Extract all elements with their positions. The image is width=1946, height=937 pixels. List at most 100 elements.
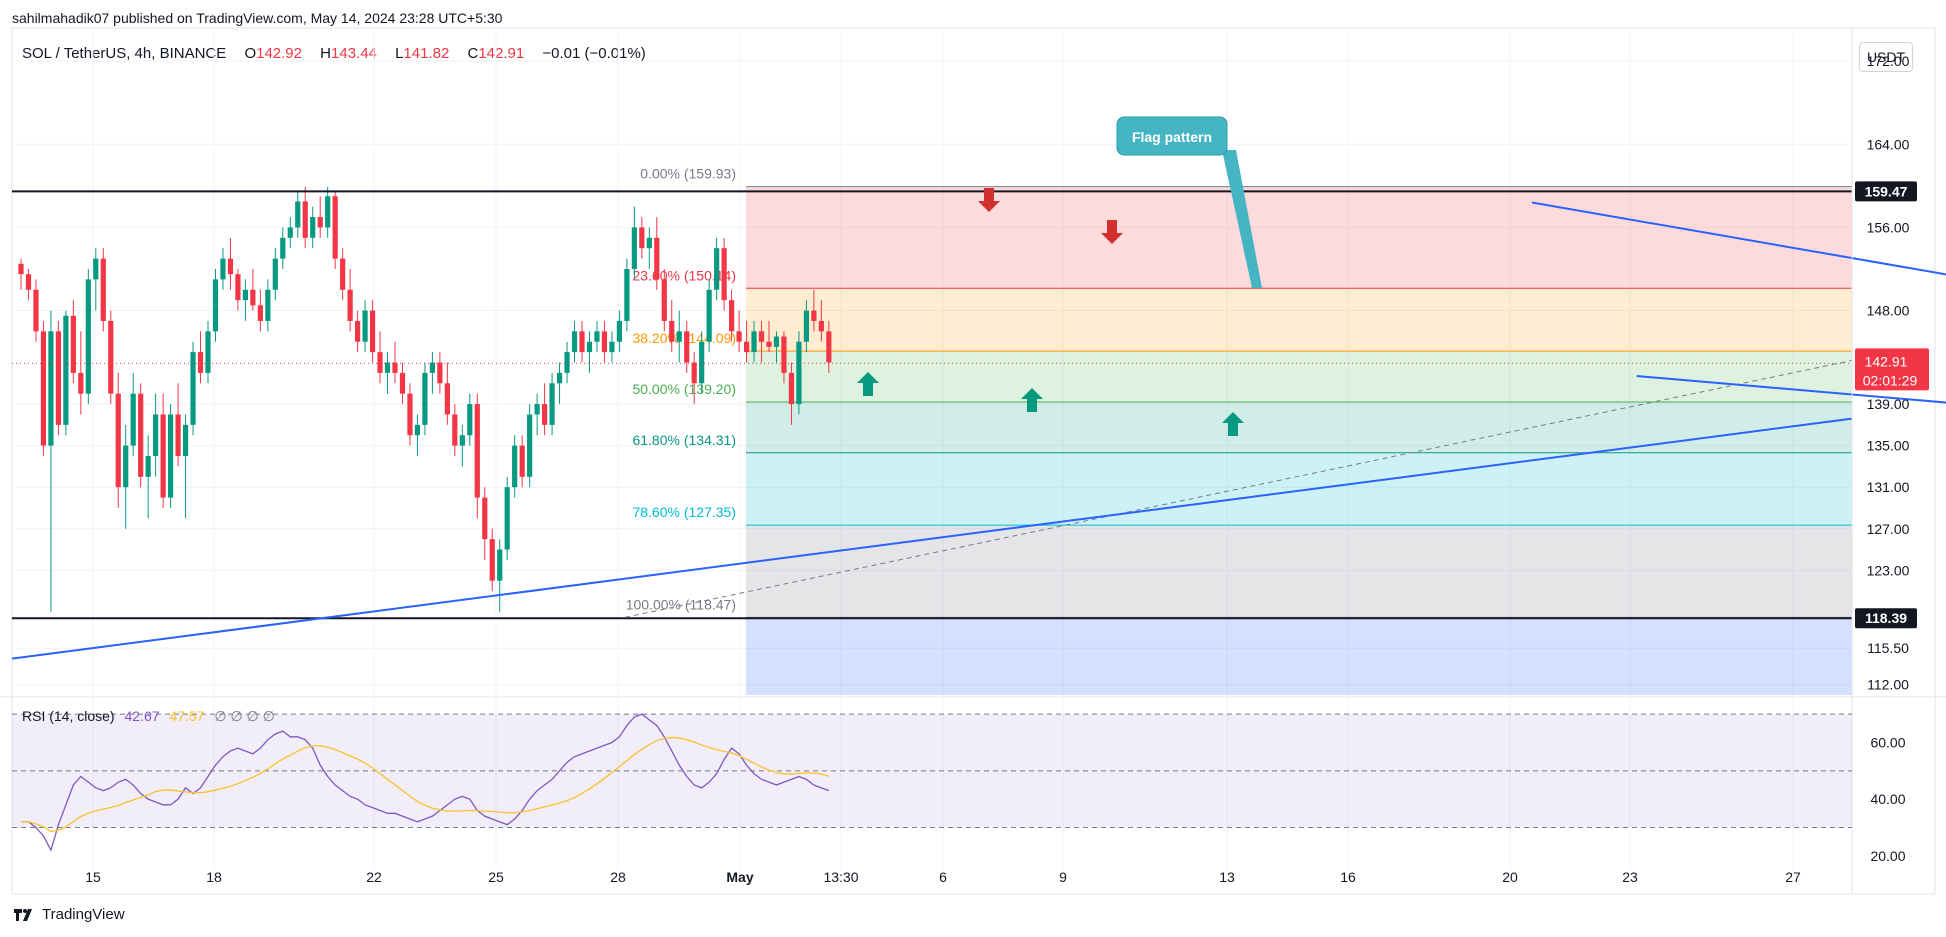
drawing-lines[interactable] <box>11 190 1946 660</box>
time-tick-label: 27 <box>1785 869 1801 885</box>
candle-body <box>803 310 809 342</box>
footer-brand-text: TradingView <box>42 906 125 923</box>
candle-body <box>609 341 615 353</box>
candle-body <box>302 201 308 238</box>
fib-zone <box>746 186 1852 289</box>
rsi-empty-values: ∅ ∅ ∅ ∅ <box>214 708 275 724</box>
price-tick-label: 172.00 <box>1867 53 1910 69</box>
candle-body <box>332 196 338 259</box>
candle-body <box>452 414 458 446</box>
candle-body <box>115 393 121 488</box>
candle-body <box>646 237 652 249</box>
tradingview-logo-icon <box>14 908 32 921</box>
candle-body <box>340 258 346 290</box>
candle-body <box>130 393 136 446</box>
price-tick-label: 127.00 <box>1867 521 1910 537</box>
candle-body <box>422 372 428 425</box>
candle-body <box>489 539 495 581</box>
candle-body <box>601 331 608 353</box>
candle-body <box>153 414 159 457</box>
ohlc-low: L141.82 <box>395 45 450 62</box>
arrow-markers[interactable] <box>857 188 1244 436</box>
candle-body <box>773 336 780 347</box>
candle-body <box>362 310 368 342</box>
candle-body <box>826 331 832 363</box>
time-axis[interactable]: 15 18 22 25 28 May 13:30 6 9 13 16 20 23 27 <box>85 869 1801 885</box>
price-line-label-box <box>1855 608 1917 629</box>
fib-level-label: 61.80% (134.31) <box>632 432 736 448</box>
candle-body <box>534 404 540 415</box>
trendline-support <box>11 417 1853 660</box>
candle-body <box>781 336 787 373</box>
rsi-tick-label: 20.00 <box>1870 848 1905 864</box>
fib-level-label: 78.60% (127.35) <box>632 504 736 520</box>
candle-body <box>639 227 645 249</box>
candle-body <box>392 362 398 373</box>
rsi-tick-label: 40.00 <box>1870 791 1905 807</box>
candle-body <box>564 352 570 373</box>
candle-body <box>160 414 166 498</box>
time-tick-label: 9 <box>1059 869 1067 885</box>
candle-body <box>571 331 578 353</box>
fib-zone-extension <box>746 617 1852 695</box>
candle-body <box>751 331 757 353</box>
flag-pattern-callout[interactable]: Flag pattern <box>1116 116 1262 288</box>
candle-body <box>242 289 248 301</box>
candle-body <box>766 341 772 347</box>
candle-body <box>624 268 630 321</box>
time-tick-label: 16 <box>1340 869 1356 885</box>
candle-body <box>714 248 720 290</box>
current-price-box <box>1855 348 1929 391</box>
candle-body <box>190 352 196 425</box>
price-tick-label: 139.00 <box>1867 396 1910 412</box>
candle-body <box>519 445 525 477</box>
candle-body <box>220 258 226 280</box>
candle-body <box>676 331 682 342</box>
candle-body <box>197 352 204 373</box>
candle-body <box>586 341 593 353</box>
rsi-ma-line <box>21 736 830 833</box>
ohlc-high: H143.44 <box>320 45 377 62</box>
time-tick-label: 15 <box>85 869 101 885</box>
candle-body <box>467 404 473 436</box>
candle-body <box>631 227 637 269</box>
candle-body <box>377 352 383 373</box>
candle-body <box>414 424 421 436</box>
time-tick-label: May <box>726 869 753 885</box>
candle-body <box>384 362 391 373</box>
candle-body <box>459 435 465 446</box>
time-tick-label: 6 <box>939 869 947 885</box>
footer-brand: TradingView <box>14 906 125 923</box>
candle-body <box>310 217 316 238</box>
candle-body <box>706 289 712 342</box>
fib-zone <box>746 351 1852 402</box>
rsi-tick-label: 60.00 <box>1870 735 1905 751</box>
candle-body <box>25 274 32 290</box>
candle-body <box>729 300 735 332</box>
candle-body <box>437 362 443 384</box>
candle-body <box>295 201 301 228</box>
fib-zone <box>746 525 1852 618</box>
price-axis[interactable]: 172.00 164.00 156.00 148.00 139.00 135.00 131.… <box>1851 28 1929 894</box>
candle-body <box>504 487 510 550</box>
rsi-pane: 60.00 40.00 20.00 <box>12 713 1906 864</box>
candle-body <box>18 263 24 275</box>
rsi-title[interactable]: RSI (14, close) <box>22 708 115 724</box>
candle-body <box>287 227 293 238</box>
fib-level-label: 0.00% (159.93) <box>640 166 736 182</box>
candle-body <box>556 372 563 384</box>
candle-body <box>235 274 241 301</box>
candle-body <box>347 289 353 321</box>
fibonacci-retracement[interactable]: 0.00% (159.93)23.60% (150.14)38.20% (144… <box>626 166 1852 695</box>
symbol-title[interactable]: SOL / TetherUS, 4h, BINANCE <box>22 45 227 62</box>
currency-button[interactable]: USDT <box>1859 42 1913 72</box>
candle-body <box>684 331 690 363</box>
candle-body <box>93 258 99 280</box>
price-line-label-box <box>1855 181 1917 202</box>
candle-body <box>48 331 54 446</box>
candle-body <box>40 331 47 446</box>
dashed-ray-line <box>624 359 1853 618</box>
candle-body <box>138 393 144 477</box>
candle-body <box>721 248 727 301</box>
